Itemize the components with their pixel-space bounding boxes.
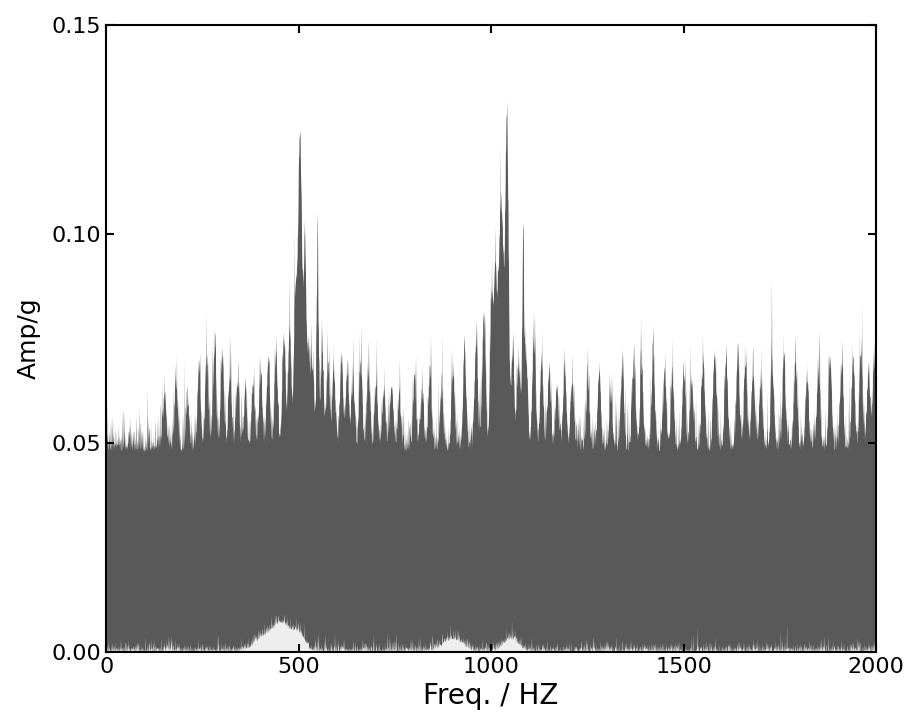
Y-axis label: Amp/g: Amp/g (17, 297, 41, 379)
X-axis label: Freq. / HZ: Freq. / HZ (424, 683, 559, 710)
